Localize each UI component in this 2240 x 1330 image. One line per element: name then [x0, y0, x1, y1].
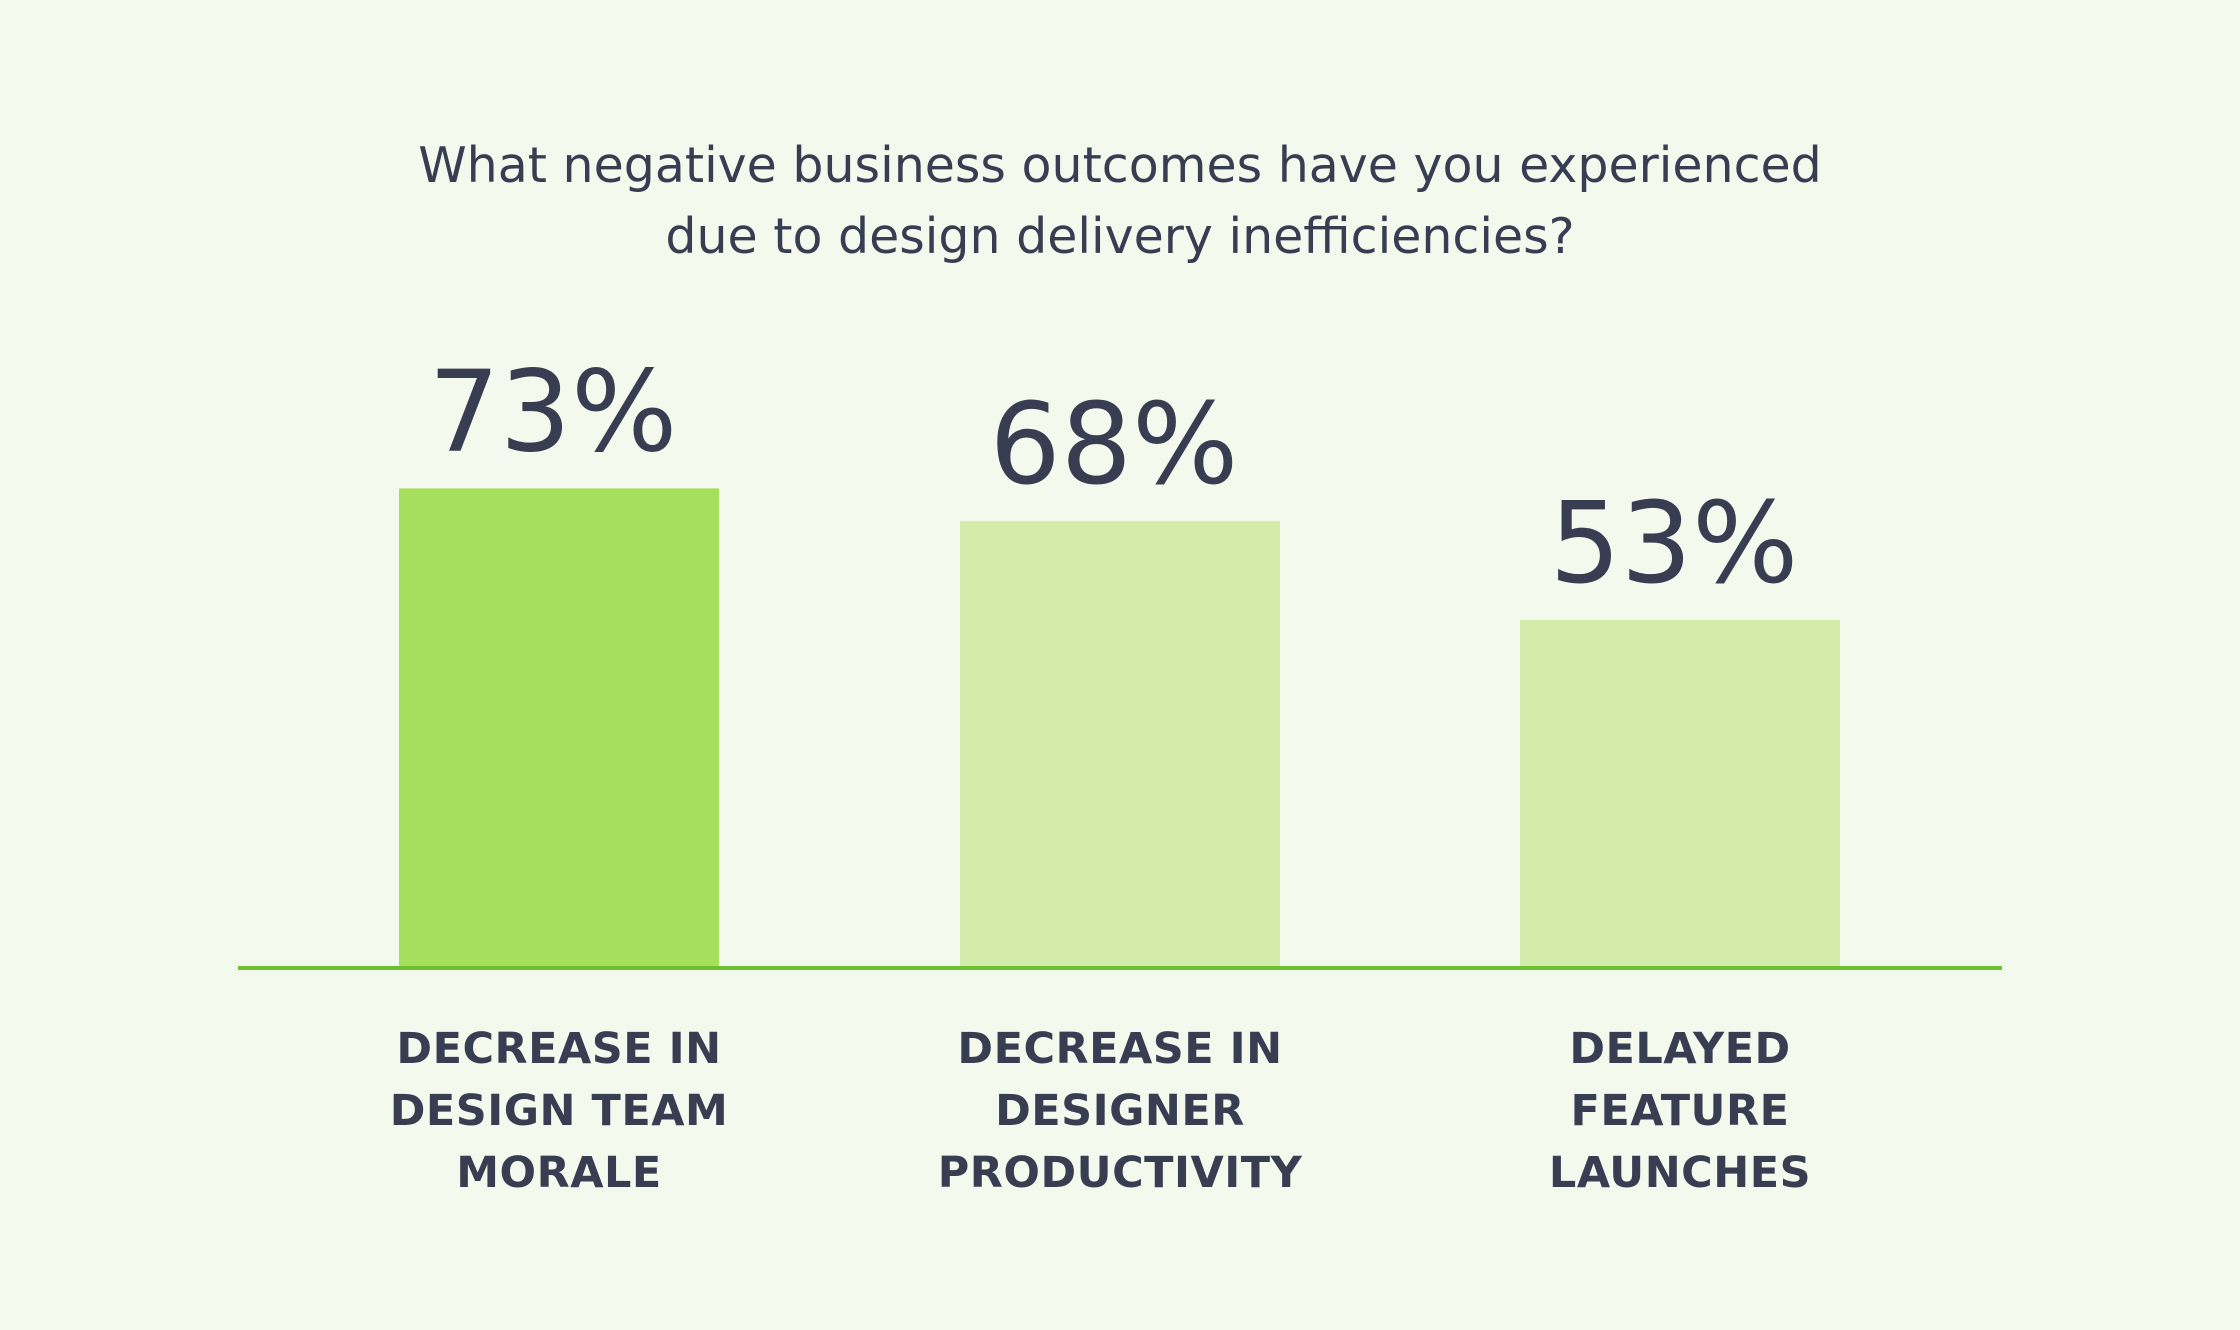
bar-3 — [1520, 619, 1840, 968]
category-label-2-line-3: PRODUCTIVITY — [937, 1148, 1303, 1198]
category-label-2-line-2: DESIGNER — [995, 1086, 1245, 1136]
category-label-2: DECREASE IN DESIGNER PRODUCTIVITY — [910, 1018, 1330, 1204]
category-label-3-line-3: LAUNCHES — [1548, 1148, 1812, 1198]
category-label-3-line-1: DELAYED — [1569, 1024, 1791, 1074]
bar-2 — [960, 521, 1280, 968]
chart-title-line-2: due to design delivery inefficiencies? — [665, 208, 1575, 265]
category-label-1: DECREASE IN DESIGN TEAM MORALE — [349, 1018, 769, 1204]
category-label-1-line-3: MORALE — [456, 1148, 662, 1198]
bars-group — [399, 488, 1840, 968]
category-label-1-line-1: DECREASE IN — [396, 1024, 722, 1074]
category-label-2-line-1: DECREASE IN — [957, 1024, 1283, 1074]
category-label-3-line-2: FEATURE — [1570, 1086, 1790, 1136]
bar-1 — [399, 488, 719, 968]
category-label-3: DELAYED FEATURE LAUNCHES — [1470, 1018, 1890, 1204]
chart-title: What negative business outcomes have you… — [0, 130, 2240, 272]
value-labels-group: 73% 68% 53% — [429, 347, 1799, 608]
category-label-1-line-2: DESIGN TEAM — [389, 1086, 729, 1136]
chart-title-line-1: What negative business outcomes have you… — [418, 137, 1822, 194]
value-label-1: 73% — [429, 347, 678, 477]
value-label-3: 53% — [1550, 479, 1799, 609]
value-label-2: 68% — [990, 380, 1239, 510]
